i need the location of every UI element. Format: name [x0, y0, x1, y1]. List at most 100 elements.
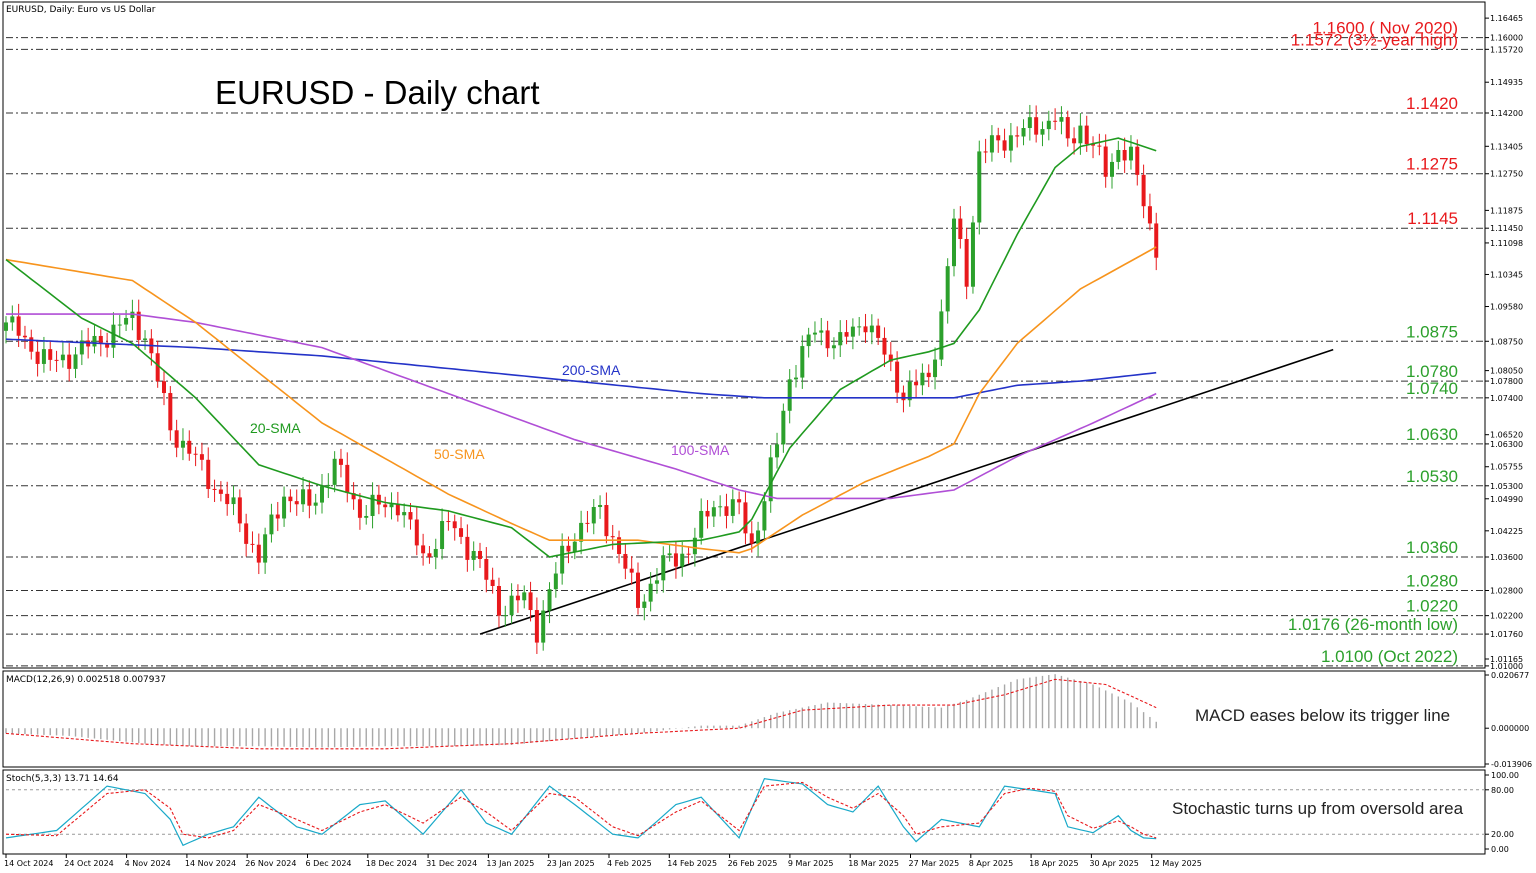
candle-61	[389, 492, 394, 520]
macd-indicator: 0.020677 0.000000 -0.013906	[5, 671, 1532, 769]
candle-128	[812, 321, 817, 343]
candle-body-137	[869, 325, 874, 333]
candle-17	[111, 312, 116, 358]
candle-150	[952, 208, 956, 277]
candle-43	[275, 501, 280, 532]
candle-body-86	[547, 589, 552, 611]
price-tick-label-5: 1.13405	[1490, 142, 1523, 151]
price-tick-label-7: 1.11875	[1490, 206, 1523, 215]
candle-28	[180, 428, 185, 461]
main-pane	[2, 1, 1486, 669]
candle-159	[1008, 123, 1013, 163]
candle-56	[357, 492, 362, 530]
price-tick-label-19: 1.05300	[1490, 482, 1523, 491]
candle-168	[1065, 110, 1070, 147]
level-label-10: 1.0360	[1406, 538, 1458, 557]
candle-body-24	[155, 353, 160, 382]
candle-body-94	[598, 504, 603, 508]
level-label-11: 1.0280	[1406, 572, 1458, 591]
candle-body-54	[345, 464, 350, 494]
candle-127	[806, 327, 811, 358]
candle-body-39	[250, 543, 255, 545]
candle-body-141	[895, 361, 900, 393]
candle-body-48	[307, 489, 312, 506]
candle-21	[136, 299, 141, 350]
candle-94	[598, 495, 603, 519]
candle-100	[636, 562, 640, 615]
candle-9	[60, 342, 65, 368]
candle-144	[914, 369, 919, 398]
candle-body-87	[553, 573, 558, 590]
candle-179	[1135, 139, 1140, 186]
candle-body-174	[1103, 146, 1108, 177]
stoch-annotation: Stochastic turns up from oversold area	[1172, 799, 1464, 818]
candle-114	[724, 493, 729, 529]
candle-16	[105, 332, 110, 358]
candle-108	[686, 546, 691, 564]
candle-7	[48, 340, 53, 371]
candle-169	[1072, 127, 1077, 155]
date-label-5: 6 Dec 2024	[306, 859, 352, 868]
candle-156	[989, 125, 994, 162]
candle-body-50	[320, 486, 324, 503]
candle-body-3	[22, 335, 27, 338]
candle-body-112	[711, 507, 716, 517]
candle-body-148	[939, 311, 944, 360]
sma100-label: 100-SMA	[671, 442, 730, 458]
candle-45	[288, 489, 293, 513]
candle-body-126	[800, 346, 805, 378]
candle-3	[22, 325, 27, 349]
candle-body-49	[313, 502, 318, 506]
candle-body-177	[1122, 149, 1127, 161]
candle-105	[667, 544, 672, 562]
candle-body-154	[977, 151, 982, 223]
candle-107	[680, 541, 685, 577]
candle-98	[623, 543, 628, 580]
candle-175	[1110, 153, 1114, 189]
candle-body-47	[301, 489, 306, 505]
price-tick-label-21: 1.04225	[1490, 527, 1523, 536]
candle-body-180	[1141, 174, 1146, 207]
candle-137	[869, 314, 874, 345]
candle-63	[402, 503, 407, 528]
candle-145	[920, 363, 925, 396]
candle-body-7	[48, 349, 53, 360]
candle-body-146	[926, 372, 931, 378]
price-tick-label-8: 1.11450	[1490, 224, 1523, 233]
candle-69	[440, 508, 445, 560]
candle-body-65	[414, 519, 419, 546]
candle-12	[79, 330, 84, 366]
candle-body-105	[667, 553, 672, 556]
candle-body-90	[572, 541, 577, 552]
candle-132	[838, 320, 843, 358]
candle-44	[282, 486, 287, 527]
candle-body-134	[850, 326, 855, 337]
candle-body-107	[680, 553, 685, 567]
candle-164	[1040, 121, 1045, 147]
candle-body-12	[79, 340, 84, 355]
candle-body-169	[1072, 138, 1077, 144]
candle-body-15	[98, 335, 103, 344]
candle-body-124	[787, 379, 792, 411]
candle-4	[29, 329, 34, 360]
candle-body-132	[838, 332, 843, 346]
candle-54	[345, 452, 350, 503]
date-label-0: 14 Oct 2024	[4, 859, 53, 868]
candle-body-38	[244, 523, 249, 544]
candle-174	[1103, 134, 1108, 188]
candle-121	[768, 445, 773, 513]
candle-106	[673, 541, 678, 579]
candle-18	[117, 314, 122, 337]
candle-body-89	[566, 545, 571, 552]
candle-153	[970, 215, 975, 294]
candle-body-18	[117, 324, 122, 326]
candle-86	[547, 582, 552, 624]
price-tick-label-16: 1.06520	[1490, 431, 1523, 440]
candle-134	[850, 318, 855, 350]
candle-body-66	[421, 545, 426, 554]
level-label-9: 1.0530	[1406, 467, 1458, 486]
candle-body-56	[357, 499, 362, 518]
price-tick-label-23: 1.02800	[1490, 587, 1523, 596]
date-label-9: 23 Jan 2025	[547, 859, 595, 868]
candle-body-74	[471, 550, 476, 560]
